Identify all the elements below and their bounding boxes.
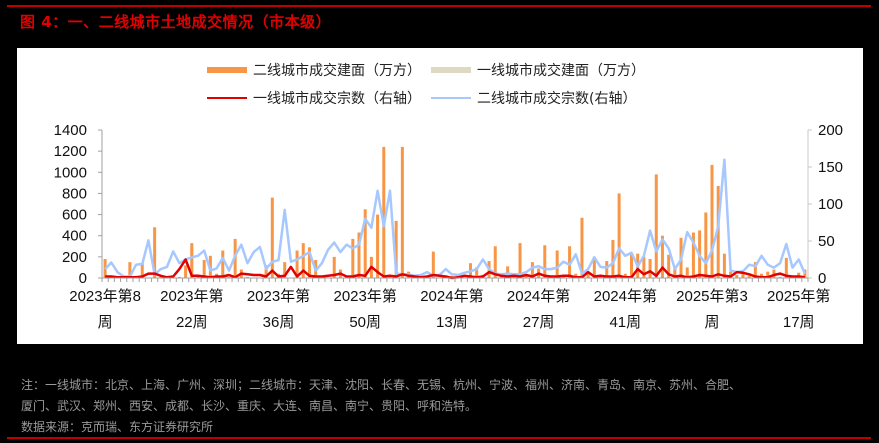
figure-title: 图 4：一、二线城市土地成交情况（市本级） <box>20 13 332 31</box>
svg-text:2023年第: 2023年第 <box>334 287 397 305</box>
svg-text:22周: 22周 <box>176 314 208 331</box>
right-axis-ticks: 0 50 100 150 200 <box>808 122 843 287</box>
legend-swatch-line-icon <box>207 97 247 99</box>
legend-label: 一线城市成交建面（万方） <box>477 63 645 79</box>
svg-text:41周: 41周 <box>609 314 641 331</box>
svg-text:1400: 1400 <box>54 122 87 139</box>
svg-text:400: 400 <box>62 228 87 245</box>
svg-text:50周: 50周 <box>349 314 381 331</box>
svg-text:1000: 1000 <box>54 164 87 181</box>
svg-text:50: 50 <box>818 233 835 250</box>
chart-plot: 0 200 400 600 800 1000 1200 1400 0 50 100 150 200 2… <box>54 122 843 331</box>
legend-item-tier2-count: 二线城市成交宗数(右轴） <box>431 88 636 108</box>
legend-label: 一线城市成交宗数（右轴） <box>253 91 421 107</box>
chart-panel: 二线城市成交建面（万方） 一线城市成交建面（万方） 一线城市成交宗数（右轴） 二… <box>17 48 863 344</box>
data-source: 数据来源：克而瑞、东方证券研究所 <box>21 420 214 434</box>
svg-text:周: 周 <box>98 314 113 331</box>
svg-text:2023年第: 2023年第 <box>247 287 310 305</box>
legend-swatch-line-icon <box>431 97 471 99</box>
svg-text:600: 600 <box>62 207 87 224</box>
footnote-line-2: 厦门、武汉、郑州、西安、成都、长沙、重庆、大连、南昌、南宁、贵阳、呼和浩特。 <box>21 399 478 413</box>
legend-swatch-bar-icon <box>431 67 471 73</box>
svg-text:1200: 1200 <box>54 143 87 160</box>
svg-text:200: 200 <box>62 249 87 266</box>
footnote-line-1: 注：一线城市：北京、上海、广州、深圳；二线城市：天津、沈阳、长春、无锡、杭州、宁… <box>21 378 742 392</box>
legend-label: 二线城市成交宗数(右轴） <box>477 91 637 107</box>
svg-text:0: 0 <box>79 270 87 287</box>
svg-text:2025年第: 2025年第 <box>767 287 830 305</box>
x-axis-ticks: 2023年第8 周 2023年第 22周 2023年第 36周 2023年第 50周 2024年… <box>69 287 830 331</box>
svg-text:13周: 13周 <box>436 314 468 331</box>
tier2-count-line <box>104 158 807 278</box>
svg-text:150: 150 <box>818 159 843 176</box>
chart-legend: 二线城市成交建面（万方） 一线城市成交建面（万方） 一线城市成交宗数（右轴） 二… <box>207 56 727 112</box>
svg-text:200: 200 <box>818 122 843 139</box>
legend-item-tier1-count: 一线城市成交宗数（右轴） <box>207 88 421 108</box>
svg-text:2023年第8: 2023年第8 <box>69 287 141 305</box>
top-divider <box>7 5 871 7</box>
svg-text:2023年第: 2023年第 <box>160 287 223 305</box>
svg-text:2024年第: 2024年第 <box>507 287 570 305</box>
legend-swatch-bar-icon <box>207 67 247 73</box>
bottom-divider <box>7 437 871 439</box>
svg-text:27周: 27周 <box>523 314 555 331</box>
legend-item-tier1-area: 一线城市成交建面（万方） <box>431 60 645 80</box>
svg-text:2024年第: 2024年第 <box>420 287 483 305</box>
legend-item-tier2-area: 二线城市成交建面（万方） <box>207 60 421 80</box>
legend-label: 二线城市成交建面（万方） <box>253 63 421 79</box>
svg-text:36周: 36周 <box>263 314 295 331</box>
svg-text:800: 800 <box>62 185 87 202</box>
svg-text:100: 100 <box>818 196 843 213</box>
svg-text:17周: 17周 <box>783 314 815 331</box>
left-axis-ticks: 0 200 400 600 800 1000 1200 1400 <box>54 122 102 287</box>
svg-text:2024年第: 2024年第 <box>594 287 657 305</box>
svg-text:2025年第3: 2025年第3 <box>676 287 748 305</box>
svg-text:周: 周 <box>705 314 720 331</box>
svg-text:0: 0 <box>818 270 826 287</box>
